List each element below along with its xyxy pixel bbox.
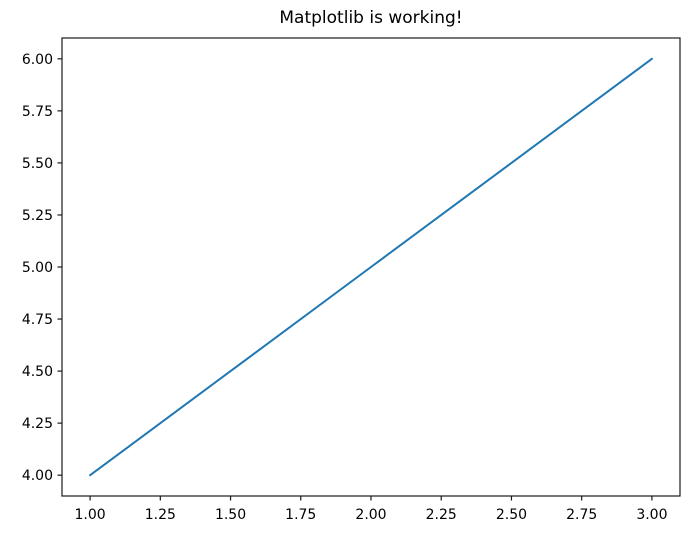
y-tick-label: 4.75: [22, 312, 53, 328]
chart-title: Matplotlib is working!: [279, 8, 463, 28]
line-series: [89, 57, 653, 477]
x-tick-label: 2.50: [496, 507, 527, 523]
x-tick-label: 2.00: [355, 507, 386, 523]
x-tick-label: 1.50: [215, 507, 246, 523]
x-tick-label: 1.00: [75, 507, 106, 523]
x-tick-label: 2.25: [426, 507, 457, 523]
x-tick-label: 1.25: [145, 507, 176, 523]
y-tick-label: 6.00: [22, 52, 53, 68]
y-tick-label: 5.75: [22, 104, 53, 120]
y-tick-label: 5.00: [22, 260, 53, 276]
y-tick-label: 5.50: [22, 156, 53, 172]
x-tick-label: 2.75: [566, 507, 597, 523]
y-tick-label: 5.25: [22, 208, 53, 224]
x-tick-label: 1.75: [285, 507, 316, 523]
x-tick-label: 3.00: [636, 507, 667, 523]
y-tick-label: 4.25: [22, 416, 53, 432]
y-tick-label: 4.00: [22, 468, 53, 484]
y-tick-label: 4.50: [22, 364, 53, 380]
